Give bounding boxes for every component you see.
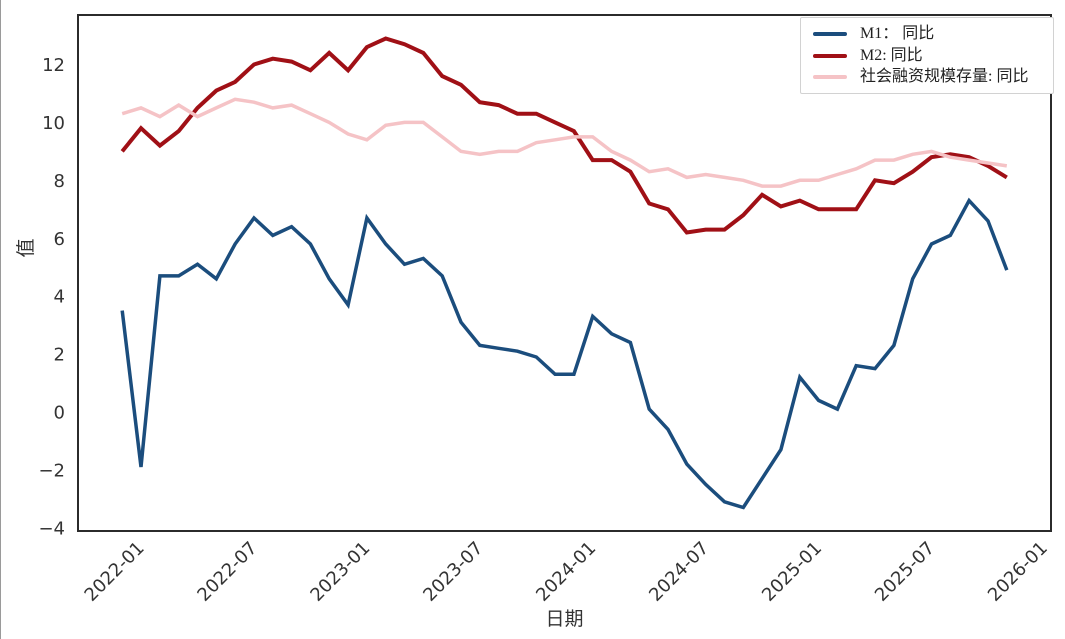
- social-financing-line: [121, 97, 1008, 188]
- y-tick-label: −2: [38, 460, 65, 481]
- legend-label: M1： 同比: [860, 25, 935, 42]
- x-axis-title: 日期: [545, 608, 584, 630]
- x-tick-label: 2022-01: [81, 538, 149, 606]
- x-tick-label: 2025-01: [758, 538, 826, 606]
- legend-swatch: [813, 53, 847, 58]
- legend-label: 社会融资规模存量: 同比: [860, 68, 1029, 85]
- y-tick-label: 0: [54, 402, 65, 423]
- legend-item-social-financing: 社会融资规模存量: 同比: [813, 69, 1043, 85]
- y-tick-label: 12: [42, 55, 65, 76]
- y-tick-label: 2: [54, 345, 65, 366]
- legend-item-m1: M1： 同比: [813, 26, 1043, 42]
- y-tick-label: 8: [54, 171, 65, 192]
- x-tick-label: 2022-07: [193, 538, 261, 606]
- y-tick-label: 4: [54, 287, 65, 308]
- y-tick-label: 6: [54, 229, 65, 250]
- x-tick-label: 2026-01: [984, 538, 1052, 606]
- legend-label: M2: 同比: [860, 46, 923, 64]
- legend-swatch: [813, 75, 847, 79]
- x-tick-label: 2023-01: [306, 538, 374, 606]
- legend-item-m2: M2: 同比: [813, 46, 1043, 64]
- y-tick-label: −4: [38, 518, 65, 539]
- x-tick-label: 2025-07: [871, 538, 939, 606]
- x-tick-label: 2024-07: [645, 538, 713, 606]
- legend: M1： 同比 M2: 同比社会融资规模存量: 同比: [800, 17, 1054, 94]
- x-tick-label: 2023-07: [419, 538, 487, 606]
- x-tick-label: 2024-01: [532, 538, 600, 606]
- y-tick-label: 10: [42, 113, 65, 134]
- plot-border: [77, 14, 1052, 532]
- m1-line: [120, 197, 1009, 510]
- y-axis-title: 值: [15, 238, 37, 258]
- m2-line: [120, 36, 1008, 235]
- legend-swatch: [813, 32, 847, 36]
